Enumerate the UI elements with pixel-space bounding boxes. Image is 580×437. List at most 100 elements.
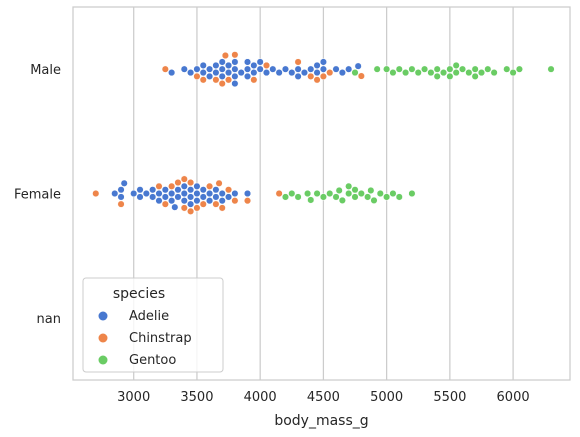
point-adelie-female <box>168 197 176 205</box>
point-gentoo-male <box>414 69 422 77</box>
point-adelie-male <box>218 72 226 80</box>
point-gentoo-female <box>357 189 365 198</box>
point-gentoo-male <box>509 69 517 77</box>
point-adelie-male <box>307 65 315 73</box>
legend-title: species <box>113 286 165 302</box>
legend-marker-chinstrap <box>98 333 108 343</box>
point-adelie-male <box>193 65 201 73</box>
point-adelie-female <box>180 197 188 205</box>
point-gentoo-female <box>281 193 290 201</box>
point-gentoo-male <box>458 65 467 73</box>
point-adelie-female <box>199 193 207 201</box>
point-adelie-male <box>231 72 239 80</box>
point-chinstrap-female <box>168 182 176 190</box>
point-adelie-female <box>171 203 179 211</box>
point-chinstrap-male <box>313 76 321 84</box>
point-gentoo-male <box>421 65 429 73</box>
point-adelie-female <box>224 193 233 201</box>
point-adelie-female <box>161 186 169 194</box>
point-gentoo-male <box>395 65 403 73</box>
point-adelie-male <box>338 69 346 77</box>
point-gentoo-female <box>288 189 296 198</box>
legend-label-chinstrap: Chinstrap <box>129 331 192 346</box>
point-adelie-female <box>149 193 157 201</box>
point-gentoo-female <box>351 193 359 201</box>
point-chinstrap-male <box>199 76 207 84</box>
point-chinstrap-female <box>193 204 201 212</box>
point-gentoo-female <box>351 186 359 194</box>
point-adelie-male <box>243 72 252 80</box>
y-category-labels: Male Female nan <box>14 63 61 327</box>
legend-label-adelie: Adelie <box>129 309 169 324</box>
point-adelie-male <box>354 62 362 70</box>
point-gentoo-female <box>319 193 327 201</box>
point-chinstrap-female <box>155 182 163 190</box>
point-adelie-male <box>206 72 214 80</box>
point-chinstrap-female <box>161 200 169 208</box>
legend-marker-adelie <box>98 311 108 321</box>
point-adelie-male <box>231 80 239 88</box>
point-adelie-female <box>180 189 188 198</box>
point-gentoo-female <box>332 193 340 201</box>
point-adelie-male <box>250 61 258 69</box>
legend-entries: Adelie Chinstrap Gentoo <box>98 309 192 368</box>
point-adelie-male <box>332 65 340 73</box>
point-adelie-female <box>161 193 169 201</box>
point-gentoo-male <box>402 69 410 77</box>
point-adelie-male <box>294 65 302 73</box>
point-chinstrap-male <box>357 72 365 80</box>
point-adelie-female <box>180 182 188 190</box>
point-adelie-male <box>269 65 277 73</box>
point-gentoo-female <box>395 193 403 201</box>
point-gentoo-female <box>364 193 372 201</box>
point-adelie-male <box>313 61 321 69</box>
point-gentoo-female <box>307 196 315 204</box>
point-adelie-male <box>206 65 214 73</box>
point-adelie-male <box>199 69 207 77</box>
point-adelie-male <box>199 61 207 69</box>
point-adelie-male <box>256 65 264 73</box>
swarm-points <box>92 51 555 215</box>
x-tick-label: 6000 <box>497 390 530 405</box>
point-chinstrap-male <box>307 72 315 80</box>
point-chinstrap-male <box>326 69 334 77</box>
x-tick-label: 4500 <box>307 390 340 405</box>
point-chinstrap-male <box>224 76 233 84</box>
point-adelie-female <box>142 189 150 198</box>
point-gentoo-male <box>433 65 441 73</box>
point-adelie-female <box>206 197 214 205</box>
point-gentoo-male <box>484 65 492 73</box>
point-chinstrap-male <box>221 51 229 60</box>
point-chinstrap-female <box>275 189 283 198</box>
point-gentoo-male <box>408 65 416 73</box>
point-adelie-female <box>193 189 201 198</box>
point-gentoo-male <box>477 69 486 77</box>
point-adelie-male <box>180 65 188 73</box>
point-adelie-female <box>193 197 201 205</box>
point-chinstrap-male <box>161 65 169 73</box>
legend-marker-gentoo <box>98 355 108 365</box>
point-chinstrap-female <box>224 186 233 194</box>
point-adelie-female <box>174 193 182 201</box>
point-gentoo-male <box>452 61 460 69</box>
point-gentoo-male <box>446 65 454 73</box>
point-adelie-female <box>155 197 163 205</box>
point-adelie-male <box>250 69 258 77</box>
point-gentoo-female <box>389 189 397 198</box>
point-chinstrap-male <box>250 76 258 84</box>
point-chinstrap-female <box>117 200 125 208</box>
point-adelie-female <box>120 179 128 187</box>
point-adelie-female <box>218 197 226 205</box>
y-category-label: Female <box>14 188 61 203</box>
legend-box <box>82 277 224 373</box>
point-gentoo-female <box>367 186 375 195</box>
point-gentoo-female <box>345 182 353 190</box>
point-adelie-female <box>149 186 157 194</box>
point-gentoo-male <box>427 69 435 77</box>
point-adelie-female <box>155 189 163 198</box>
point-gentoo-female <box>376 189 384 198</box>
point-adelie-male <box>281 65 290 73</box>
point-chinstrap-male <box>294 58 302 66</box>
legend-label-gentoo: Gentoo <box>129 353 176 368</box>
